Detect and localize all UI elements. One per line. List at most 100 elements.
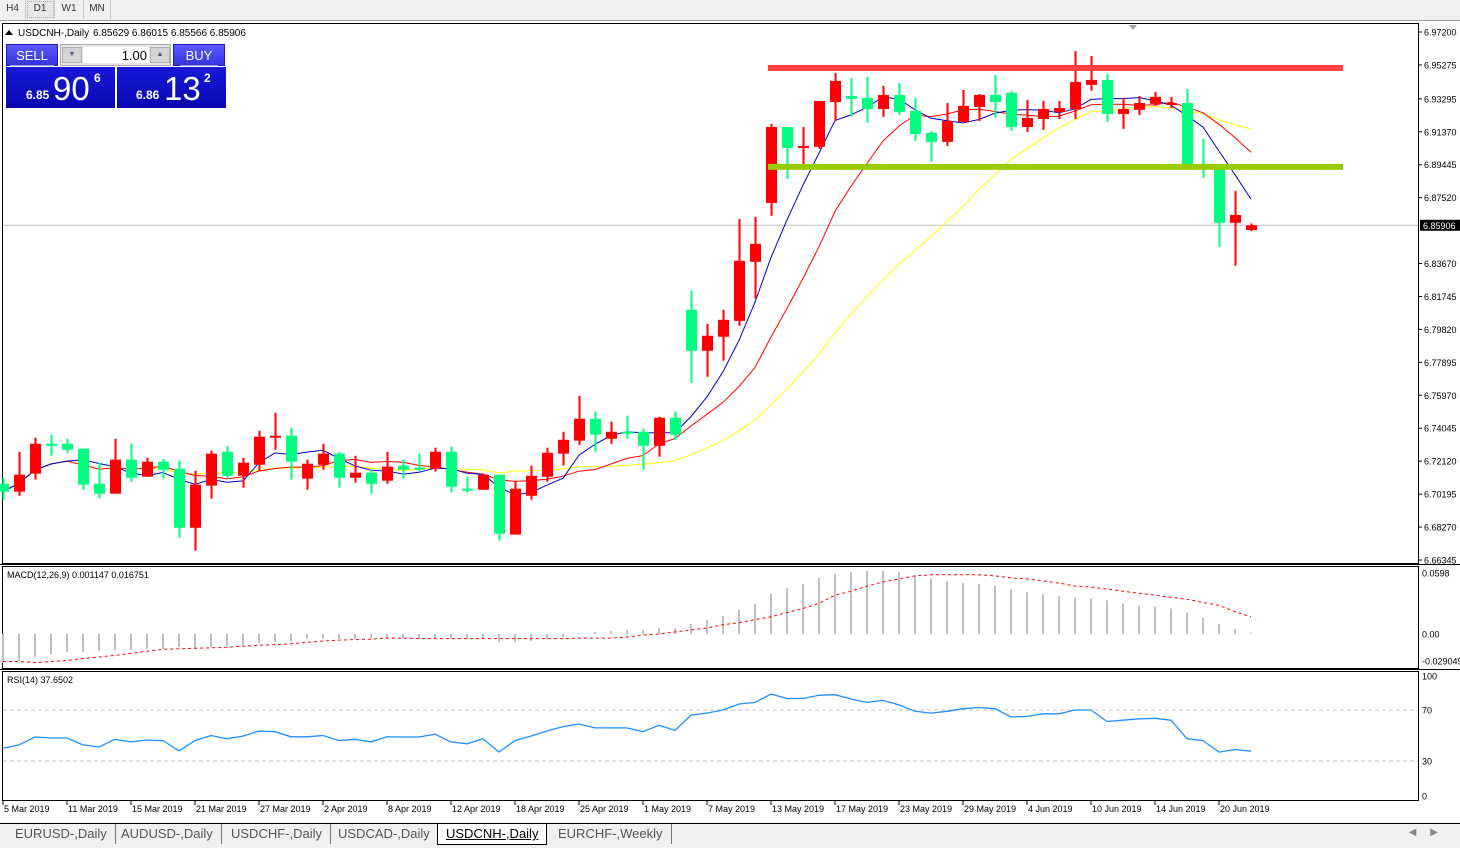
candle bbox=[302, 459, 313, 490]
horizontal-level-line[interactable] bbox=[768, 163, 1343, 170]
scroll-right-icon[interactable]: ▶ bbox=[1430, 827, 1452, 838]
candle bbox=[590, 411, 601, 452]
buy-button[interactable]: BUY bbox=[173, 44, 225, 66]
lot-size-stepper: ▼ ▲ bbox=[60, 44, 171, 66]
lot-size-input[interactable] bbox=[83, 47, 149, 63]
candle-body bbox=[718, 319, 729, 337]
price-tick-label: 6.66345 bbox=[1424, 556, 1457, 566]
candle-body bbox=[1214, 167, 1225, 223]
rsi-tick-label: 0 bbox=[1422, 792, 1427, 802]
candle-body bbox=[1054, 107, 1065, 112]
candle bbox=[334, 451, 345, 488]
candle bbox=[846, 78, 857, 116]
macd-tick-label: 0.00 bbox=[1422, 630, 1440, 640]
collapse-triangle-icon[interactable] bbox=[5, 30, 13, 35]
macd-histogram-bar bbox=[1218, 623, 1220, 634]
macd-histogram-bar bbox=[178, 634, 180, 647]
candle bbox=[254, 430, 265, 471]
rsi-tick-label: 30 bbox=[1422, 757, 1432, 767]
sell-button[interactable]: SELL bbox=[6, 44, 58, 66]
date-tick-label: 17 May 2019 bbox=[836, 804, 888, 814]
candle bbox=[670, 411, 681, 440]
tab-usdcnh-daily[interactable]: USDCNH-,Daily bbox=[437, 824, 548, 845]
macd-histogram-bar bbox=[962, 582, 964, 634]
sell-price-button[interactable]: 6.85 90 6 bbox=[6, 67, 115, 108]
macd-histogram-bar bbox=[994, 586, 996, 634]
candle bbox=[382, 451, 393, 484]
horizontal-level-line[interactable] bbox=[768, 64, 1343, 71]
candle bbox=[366, 469, 377, 494]
macd-histogram-bar bbox=[674, 627, 676, 634]
candle-body bbox=[814, 100, 825, 147]
candle bbox=[206, 450, 217, 499]
candle-body bbox=[78, 448, 89, 485]
macd-histogram-bar bbox=[930, 578, 932, 634]
candle-body bbox=[1246, 225, 1257, 231]
candle bbox=[350, 455, 361, 483]
tab-usdchf-daily[interactable]: USDCHF-,Daily bbox=[223, 824, 331, 844]
sell-price-pips: 90 bbox=[53, 70, 90, 107]
macd-histogram-bar bbox=[770, 594, 772, 634]
candle bbox=[78, 448, 89, 490]
candle bbox=[494, 474, 505, 541]
lot-increase-button[interactable]: ▲ bbox=[150, 47, 170, 63]
lot-decrease-button[interactable]: ▼ bbox=[62, 47, 82, 63]
macd-histogram-bar bbox=[194, 634, 196, 649]
candle-body bbox=[942, 120, 953, 142]
buy-price-fraction: 2 bbox=[204, 71, 211, 85]
buy-price-button[interactable]: 6.86 13 2 bbox=[117, 67, 226, 108]
chart-ohlc-readout: 6.85629 6.86015 6.85566 6.85906 bbox=[93, 28, 246, 39]
candle bbox=[174, 460, 185, 538]
macd-histogram-bar bbox=[274, 634, 276, 642]
tab-audusd-daily[interactable]: AUDUSD-,Daily bbox=[113, 824, 222, 844]
macd-histogram-bar bbox=[258, 634, 260, 643]
macd-histogram-bar bbox=[514, 634, 516, 643]
candle bbox=[542, 447, 553, 482]
macd-pane bbox=[2, 566, 1419, 669]
candle-body bbox=[0, 483, 9, 492]
date-tick-label: 14 Jun 2019 bbox=[1156, 804, 1206, 814]
timeframe-w1[interactable]: W1 bbox=[55, 0, 84, 19]
candle-body bbox=[494, 474, 505, 534]
tab-eurchf-weekly[interactable]: EURCHF-,Weekly bbox=[550, 824, 672, 844]
macd-histogram-bar bbox=[738, 610, 740, 634]
chart-shift-marker-icon[interactable] bbox=[1129, 25, 1137, 30]
date-tick-label: 1 May 2019 bbox=[644, 804, 691, 814]
tab-scroll-arrows[interactable]: ◀▶ bbox=[1409, 827, 1452, 838]
candle-body bbox=[958, 105, 969, 122]
candle-body bbox=[318, 453, 329, 465]
macd-histogram-bar bbox=[1106, 600, 1108, 634]
date-tick-label: 8 Apr 2019 bbox=[388, 804, 432, 814]
macd-histogram-bar bbox=[50, 634, 52, 654]
macd-histogram-bar bbox=[530, 634, 532, 642]
price-chart[interactable]: 6.97200 6.95275 6.93295 6.91370 6.89445 6.875… bbox=[0, 0, 1460, 822]
price-tick-label: 6.83670 bbox=[1424, 259, 1457, 269]
candle bbox=[1166, 96, 1177, 108]
timeframe-mn[interactable]: MN bbox=[84, 0, 111, 19]
candle bbox=[158, 458, 169, 479]
macd-histogram-bar bbox=[418, 634, 420, 639]
candle-body bbox=[526, 475, 537, 496]
candle bbox=[30, 437, 41, 480]
timeframe-d1[interactable]: D1 bbox=[26, 0, 55, 19]
candle-body bbox=[910, 110, 921, 134]
candle-body bbox=[510, 488, 521, 535]
candle bbox=[1038, 100, 1049, 130]
candle bbox=[462, 476, 473, 493]
candle-body bbox=[94, 483, 105, 494]
macd-histogram-bar bbox=[370, 634, 372, 638]
timeframe-h4[interactable]: H4 bbox=[0, 0, 26, 19]
macd-histogram-bar bbox=[754, 604, 756, 634]
date-tick-label: 29 May 2019 bbox=[964, 804, 1016, 814]
candle-body bbox=[894, 94, 905, 112]
macd-histogram-bar bbox=[642, 629, 644, 634]
price-tick-label: 6.89445 bbox=[1424, 160, 1457, 170]
scroll-left-icon[interactable]: ◀ bbox=[1408, 827, 1431, 838]
candle bbox=[638, 428, 649, 470]
candle-body bbox=[446, 451, 457, 487]
candle-body bbox=[238, 462, 249, 476]
candle-body bbox=[1230, 214, 1241, 223]
tab-eurusd-daily[interactable]: EURUSD-,Daily bbox=[7, 824, 116, 844]
candle-body bbox=[542, 452, 553, 477]
tab-usdcad-daily[interactable]: USDCAD-,Daily bbox=[330, 824, 439, 844]
